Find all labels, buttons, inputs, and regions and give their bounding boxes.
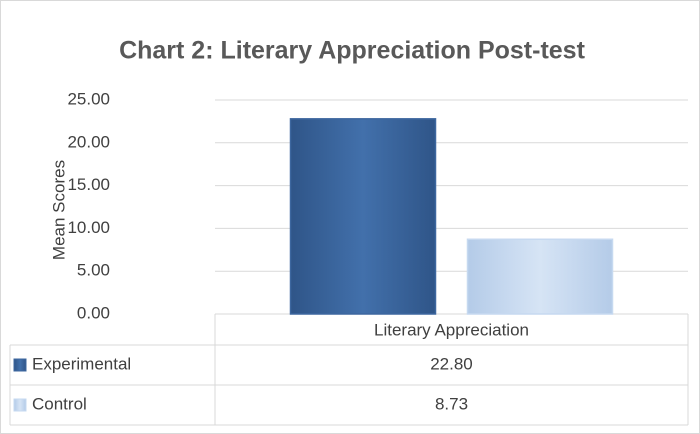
legend-label: Experimental xyxy=(32,354,131,373)
y-tick-label: 20.00 xyxy=(67,132,110,151)
data-table-value: 22.80 xyxy=(430,354,473,373)
bar xyxy=(289,118,437,315)
y-tick-label: 0.00 xyxy=(77,303,110,322)
y-tick-label: 10.00 xyxy=(67,218,110,237)
bar xyxy=(466,238,614,315)
x-tick-label: Literary Appreciation xyxy=(374,320,529,339)
y-axis-label: Mean Scores xyxy=(49,160,68,260)
y-tick-label: 15.00 xyxy=(67,175,110,194)
y-tick-label: 25.00 xyxy=(67,89,110,108)
legend-label: Control xyxy=(32,394,87,413)
data-table-value: 8.73 xyxy=(435,394,468,413)
chart-title: Chart 2: Literary Appreciation Post-test xyxy=(119,37,586,65)
legend-key xyxy=(13,398,27,412)
y-tick-label: 5.00 xyxy=(77,261,110,280)
legend-key xyxy=(13,358,27,372)
